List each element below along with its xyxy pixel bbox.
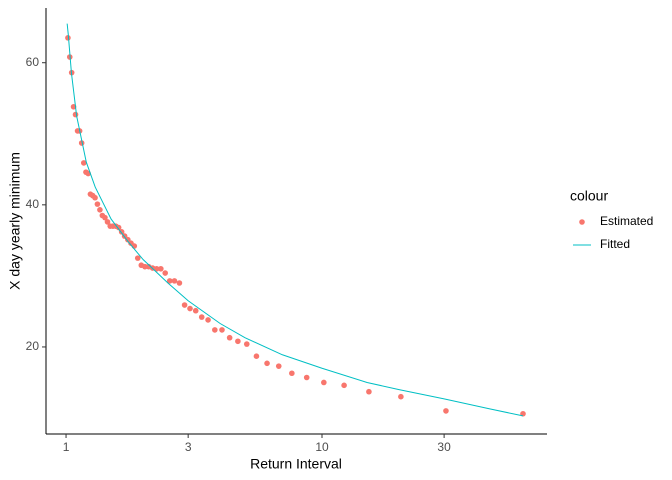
line xyxy=(66,23,524,417)
point xyxy=(289,370,295,377)
legend-label: Fitted xyxy=(600,237,630,251)
y-tick-label: 20 xyxy=(26,339,40,353)
point xyxy=(398,393,404,400)
x-tick-label: 1 xyxy=(63,440,70,454)
legend-label: Estimated xyxy=(600,214,653,228)
point xyxy=(176,280,183,286)
point xyxy=(253,353,260,359)
y-tick-label: 60 xyxy=(26,55,40,69)
y-axis-title: X day yearly minimum xyxy=(7,152,23,290)
point xyxy=(212,327,218,333)
point xyxy=(192,307,199,314)
point xyxy=(162,270,168,276)
point xyxy=(125,236,131,243)
point xyxy=(443,408,449,414)
point xyxy=(366,388,372,395)
point xyxy=(275,363,282,369)
point xyxy=(181,302,188,308)
point xyxy=(115,224,122,231)
point xyxy=(97,207,103,213)
point xyxy=(187,305,193,312)
point xyxy=(226,334,233,341)
x-axis-title: Return Interval xyxy=(250,456,342,472)
legend-key xyxy=(579,219,585,225)
x-tick-label: 30 xyxy=(437,440,451,454)
point xyxy=(92,194,98,201)
point xyxy=(205,317,211,323)
point xyxy=(153,265,160,272)
point xyxy=(166,278,173,284)
point xyxy=(134,255,141,261)
point xyxy=(243,341,250,347)
point xyxy=(198,314,205,320)
point xyxy=(72,111,79,118)
point xyxy=(235,338,241,345)
point xyxy=(80,160,87,166)
point xyxy=(104,219,111,225)
y-tick-label: 40 xyxy=(26,197,40,211)
point xyxy=(158,265,164,272)
legend-title: colour xyxy=(570,188,608,204)
point xyxy=(341,382,347,389)
point xyxy=(321,379,327,386)
point xyxy=(94,201,101,207)
point xyxy=(102,214,108,221)
point xyxy=(171,278,178,284)
x-tick-label: 3 xyxy=(185,440,192,454)
point xyxy=(219,327,225,333)
point xyxy=(303,374,310,381)
point xyxy=(65,35,71,41)
point xyxy=(264,360,270,367)
x-tick-label: 10 xyxy=(315,440,329,454)
